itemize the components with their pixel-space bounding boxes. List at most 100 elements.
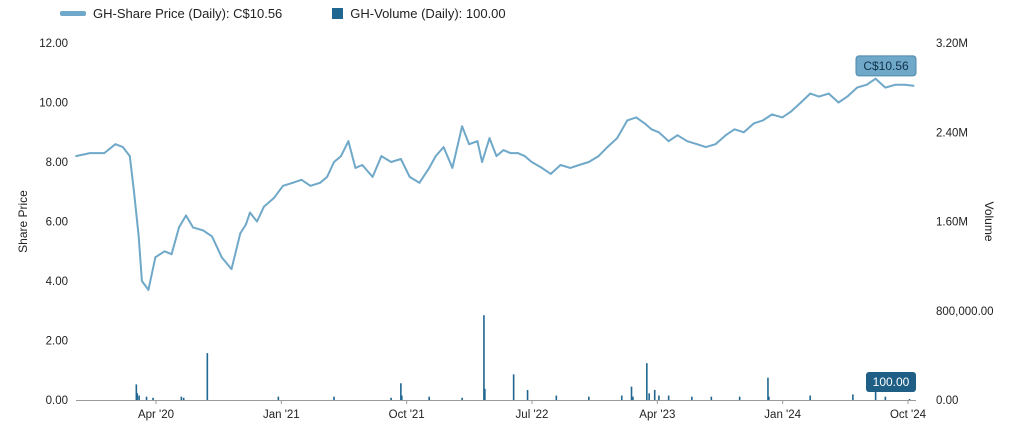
volume-bars [135,315,911,400]
volume-bar [632,396,634,400]
price-point [128,155,131,157]
volume-bar [400,383,402,400]
volume-bar [884,396,887,400]
volume-bar [400,395,403,400]
price-point [408,175,411,178]
price-point [742,131,745,134]
volume-bar [738,396,741,400]
y-tick-label: 10.00 [39,98,68,110]
x-tick-label: Jan '21 [263,409,300,421]
price-point [509,152,512,154]
price-point [114,143,117,146]
price-legend-swatch [60,11,86,16]
price-point [282,184,284,187]
volume-bar [152,397,154,400]
volume-bar [182,397,185,400]
price-point [230,268,233,270]
volume-legend-label: GH-Volume (Daily): 100.00 [350,6,506,21]
price-point [733,128,736,131]
volume-bar [767,377,769,400]
price-point [319,181,322,184]
price-point [263,205,265,208]
volume-callout-box [866,372,916,392]
volume-bar [333,396,335,400]
y-tick-label: 6.00 [46,217,68,229]
price-point [657,131,660,134]
price-point [753,122,755,125]
price-point [559,164,562,166]
price-point [856,86,858,89]
price-point [790,110,793,113]
price-point [541,167,543,169]
price-point [578,164,580,166]
price-point [273,196,276,199]
volume-bar [277,396,280,400]
y2-tick-label: 0.00 [936,395,958,407]
price-point [476,140,479,143]
price-point [347,140,350,143]
legend-item-price[interactable]: GH-Share Price (Daily): C$10.56 [60,6,282,21]
price-point [481,161,483,163]
volume-bar [691,396,693,400]
price-point [495,155,498,157]
price-point [502,149,505,152]
volume-bar [874,385,877,400]
volume-bar [555,395,558,400]
price-point [903,83,906,86]
volume-bar [620,395,623,400]
volume-bar [512,374,515,400]
x-tick-label: Jan '24 [764,409,801,421]
price-point [354,167,357,169]
volume-bar [135,384,138,400]
price-point [616,137,619,140]
price-point [361,164,364,166]
price-point [894,83,897,86]
price-point [676,134,679,137]
volume-bar [768,396,770,400]
volume-bar [138,395,140,400]
price-point [371,175,374,178]
price-point [597,155,600,157]
price-point [141,280,143,282]
price-point [390,161,393,163]
price-line-layer [75,77,915,291]
volume-bar [710,396,713,400]
price-point [724,134,727,137]
y-tick-label: 8.00 [46,157,68,169]
price-point [103,152,106,154]
price-point [650,128,653,131]
volume-bar [852,394,854,400]
price-point [696,143,698,146]
price-point [309,184,312,187]
price-point [326,175,328,178]
volume-callout-label: 100.00 [873,375,910,389]
price-point [202,229,205,232]
price-point [884,86,887,89]
volume-bar [145,396,148,400]
price-point [606,146,609,149]
volume-bar [588,396,590,400]
price-point [468,143,470,146]
price-point [549,173,552,175]
price-point [333,161,335,163]
price-point [133,190,135,193]
y2-tick-label: 1.60M [936,217,968,229]
price-point [837,101,840,104]
price-point [418,181,421,184]
y2-tick-label: 3.20M [936,38,968,50]
price-point [827,92,830,95]
price-point [154,256,157,259]
price-point [249,211,251,214]
price-point [340,155,342,157]
volume-bar [428,396,430,400]
volume-bar [180,396,183,400]
volume-bar [653,389,656,400]
price-point [761,119,764,122]
price-point [178,226,180,229]
volume-bar [461,397,463,400]
volume-bar [390,397,392,400]
price-point [256,220,258,223]
left-axis: 12.00 10.00 8.00 6.00 4.00 2.00 0.00 [39,38,68,407]
legend-item-volume[interactable]: GH-Volume (Daily): 100.00 [332,6,506,21]
price-point [635,116,638,119]
